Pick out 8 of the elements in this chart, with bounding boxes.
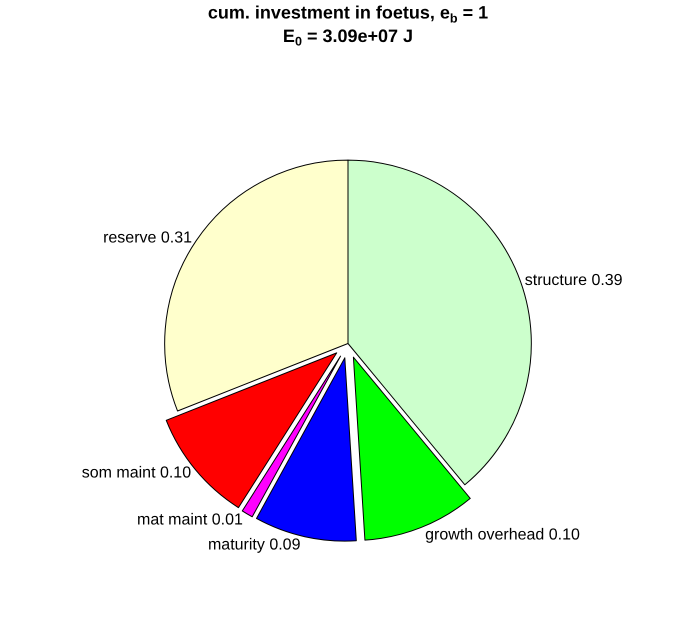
chart-subtitle: E$_{0}$ = 3.09e+07 J xyxy=(282,26,414,49)
slice-label: structure 0.39 xyxy=(524,272,623,289)
slice-label: reserve 0.31 xyxy=(103,229,192,246)
slice-label: mat maint 0.01 xyxy=(137,512,243,529)
slice-label: maturity 0.09 xyxy=(208,536,301,554)
slice-label: growth overhead 0.10 xyxy=(425,526,580,544)
slice-label: som maint 0.10 xyxy=(82,464,192,482)
chart-title: cum. investment in foetus, e$_{b}$ = 1 xyxy=(208,2,488,26)
